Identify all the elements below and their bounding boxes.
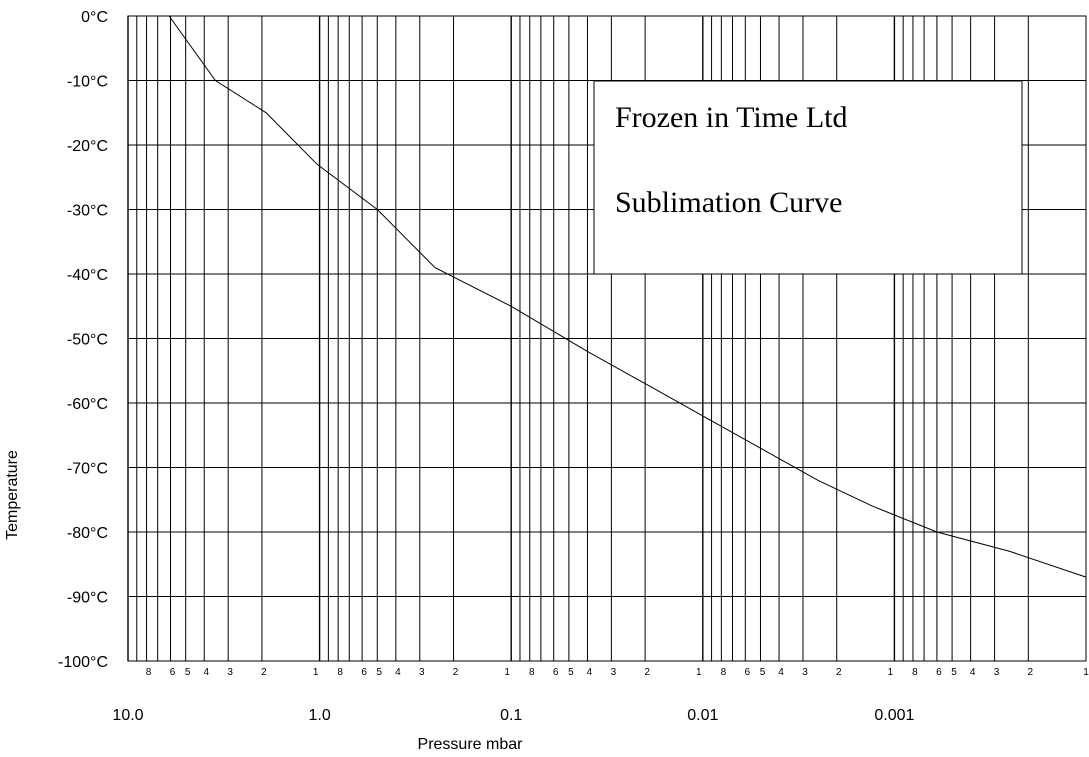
minor-tick-label: 3 (611, 667, 617, 678)
minor-tick-label: 3 (994, 667, 1000, 678)
x-tick-label: 0.01 (687, 707, 718, 724)
minor-tick-label: 4 (395, 667, 401, 678)
minor-tick-label: 5 (760, 667, 766, 678)
minor-tick-label: 3 (227, 667, 233, 678)
minor-tick-label: 6 (553, 667, 559, 678)
minor-tick-label: 3 (802, 667, 808, 678)
y-tick-label: 0°C (81, 9, 108, 26)
minor-tick-label: 2 (836, 667, 842, 678)
y-tick-label: -50°C (67, 332, 108, 349)
y-tick-label: -90°C (67, 590, 108, 607)
minor-tick-label: 5 (376, 667, 382, 678)
minor-tick-label: 4 (203, 667, 209, 678)
y-tick-label: -10°C (67, 74, 108, 91)
minor-tick-label: 4 (778, 667, 784, 678)
grid (127, 15, 1086, 662)
minor-tick-label: 2 (453, 667, 459, 678)
annotation-box (593, 80, 1023, 275)
minor-tick-label: 1 (504, 667, 510, 678)
annotation-line1: Frozen in Time Ltd (615, 101, 848, 134)
y-tick-label: -30°C (67, 203, 108, 220)
minor-tick-label: 5 (568, 667, 574, 678)
minor-tick-label: 6 (361, 667, 367, 678)
minor-tick-label: 1 (1083, 667, 1089, 678)
y-tick-label: -80°C (67, 525, 108, 542)
minor-tick-label: 5 (185, 667, 191, 678)
x-tick-label: 10.0 (112, 707, 143, 724)
minor-tick-label: 4 (970, 667, 976, 678)
sublimation-curve (168, 15, 1087, 578)
minor-tick-label: 3 (419, 667, 425, 678)
x-tick-label: 0.001 (874, 707, 914, 724)
minor-tick-label: 2 (1028, 667, 1034, 678)
y-tick-label: -20°C (67, 138, 108, 155)
y-tick-label: -70°C (67, 461, 108, 478)
minor-tick-label: 1 (696, 667, 702, 678)
minor-tick-label: 8 (529, 667, 535, 678)
minor-tick-label: 2 (261, 667, 267, 678)
minor-tick-label: 8 (912, 667, 918, 678)
minor-tick-label: 5 (951, 667, 957, 678)
x-tick-label: 0.1 (500, 707, 522, 724)
y-axis-label: Temperature (4, 450, 21, 540)
minor-tick-label: 1 (313, 667, 319, 678)
minor-tick-label: 1 (888, 667, 894, 678)
y-tick-label: -60°C (67, 396, 108, 413)
minor-tick-labels: 8 6 5 4 3 2 8 6 5 4 3 21 8 6 5 4 3 21 8 6 5 4 3 21 8 6 5 4 3 21 1 (146, 667, 1089, 678)
y-tick-labels: 0°C -10°C -20°C -30°C -40°C -50°C -60°C -70°C -8… (58, 9, 108, 671)
y-tick-label: -40°C (67, 267, 108, 284)
y-tick-label: -100°C (58, 654, 108, 671)
minor-tick-label: 8 (337, 667, 343, 678)
x-tick-label: 1.0 (308, 707, 330, 724)
minor-tick-label: 6 (170, 667, 176, 678)
minor-tick-label: 8 (146, 667, 152, 678)
series-group (168, 15, 1087, 578)
x-tick-labels: 10.0 1.0 0.1 0.01 0.001 (112, 707, 914, 724)
minor-tick-label: 2 (644, 667, 650, 678)
minor-tick-label: 4 (587, 667, 593, 678)
minor-tick-label: 8 (721, 667, 727, 678)
x-axis-label: Pressure mbar (418, 736, 524, 753)
annotation-line2: Sublimation Curve (615, 186, 843, 219)
minor-tick-label: 6 (745, 667, 751, 678)
minor-tick-label: 6 (936, 667, 942, 678)
